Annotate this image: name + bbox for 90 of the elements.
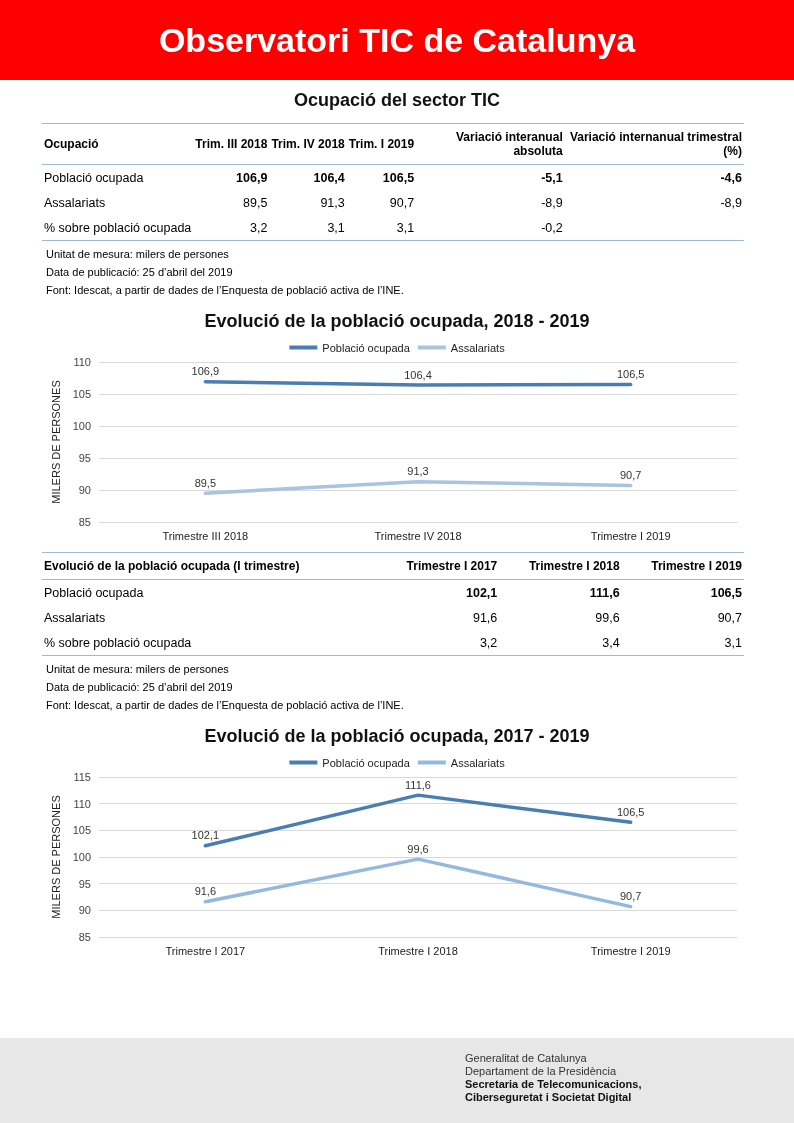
data-label: 91,6 (194, 885, 217, 898)
y-tick-label: 115 (73, 771, 91, 783)
category-label: Ocupació (42, 123, 194, 165)
legend-label: Població ocupada (322, 756, 411, 769)
legend-label: Assalariats (450, 341, 506, 354)
y-tick-label: 110 (73, 797, 91, 810)
text: -0,2 (541, 220, 563, 235)
x-tick-label: Trimestre III 2018 (162, 529, 249, 542)
y-tick-label: 105 (72, 824, 91, 837)
text: 3,1 (327, 220, 345, 235)
y-tick-label: 105 (72, 388, 91, 400)
text: 3,2 (249, 220, 268, 235)
y-axis-title: MILERS DE PERSONES (50, 795, 63, 919)
data-label: 106,5 (616, 367, 645, 380)
data-label: 91,3 (407, 465, 429, 478)
category-label: % sobre població ocupada (44, 220, 192, 235)
text: 102,1 (466, 585, 498, 600)
text: 106,4 (313, 170, 345, 185)
text: -4,6 (720, 170, 742, 185)
y-tick-label: 110 (73, 356, 91, 368)
y-tick-label: 85 (78, 931, 91, 943)
y-tick-label: 90 (78, 904, 91, 917)
text: 3,4 (602, 635, 620, 650)
y-tick-label: 85 (78, 516, 91, 528)
legend-label: Població ocupada (322, 341, 411, 354)
x-tick-label: Trimestre I 2019 (590, 529, 671, 542)
text: -5,1 (541, 170, 563, 185)
category-label: Assalariats (44, 610, 106, 625)
data-label: 99,6 (407, 842, 429, 855)
text: 91,6 (472, 610, 498, 625)
category-label: Població ocupada (44, 170, 144, 185)
category-label: % sobre població ocupada (44, 635, 192, 650)
data-label: 106,9 (191, 365, 220, 378)
legend-label: Assalariats (450, 756, 506, 769)
text: Unitat de mesura: milers de persones (46, 247, 230, 262)
category-label: Variació internanual trimestral (%) (564, 123, 744, 165)
x-tick-label: Trimestre I 2018 (378, 944, 458, 957)
category-label: Trimestre I 2019 (621, 552, 744, 580)
data-label: 111,6 (405, 778, 431, 791)
text: 106,5 (710, 585, 742, 600)
text: 90,7 (717, 610, 742, 625)
text: Font: Idescat, a partir de dades de l’Enquesta de població activa de l’INE. (46, 698, 405, 713)
data-label: 106,4 (404, 368, 432, 381)
x-tick-label: Trimestre I 2017 (165, 944, 246, 957)
text: Ciberseguretat i Societat Digital (465, 1091, 633, 1104)
category-label: Trim. IV 2018 (269, 123, 347, 165)
text: Ocupació del sector TIC (292, 90, 502, 111)
text: Generalitat de Catalunya (465, 1052, 588, 1065)
x-tick-label: Trimestre IV 2018 (374, 529, 462, 542)
data-label: 89,5 (194, 476, 217, 489)
y-tick-label: 95 (78, 877, 91, 890)
category-label: Evolució de la població ocupada (I trimestre) (42, 552, 377, 580)
text: 91,3 (320, 195, 345, 210)
y-axis-title: MILERS DE PERSONES (50, 380, 63, 504)
data-label: 102,1 (191, 829, 220, 842)
data-label: 90,7 (619, 890, 642, 903)
data-label: 106,5 (616, 805, 645, 818)
category-label: Trim. III 2018 (193, 123, 270, 165)
text: Departament de la Presidència (465, 1065, 618, 1078)
text: 99,6 (595, 610, 620, 625)
y-tick-label: 95 (78, 452, 91, 464)
category-label: Trimestre I 2017 (376, 552, 500, 580)
text: 89,5 (243, 195, 268, 210)
y-tick-label: 100 (72, 851, 91, 863)
chart-title: Evolució de la població ocupada, 2018 - 2019 (204, 311, 590, 331)
text: Observatori TIC de Catalunya (0, 0, 794, 80)
chart-title: Evolució de la població ocupada, 2017 - 2019 (204, 726, 590, 746)
text: 90,7 (389, 195, 415, 210)
category-label: Trimestre I 2018 (499, 552, 622, 580)
data-label: 90,7 (619, 469, 642, 482)
category-label: Variació interanual absoluta (416, 123, 565, 165)
category-label: Assalariats (44, 195, 106, 210)
text: Unitat de mesura: milers de persones (46, 662, 230, 677)
y-tick-label: 100 (72, 420, 91, 432)
category-label: Trim. I 2019 (346, 123, 417, 165)
y-tick-label: 90 (78, 484, 91, 496)
text: 106,5 (382, 170, 415, 185)
text: 3,1 (396, 220, 415, 235)
text: -8,9 (541, 195, 563, 210)
x-tick-label: Trimestre I 2019 (590, 944, 671, 957)
text: Data de publicació: 25 d’abril del 2019 (46, 680, 234, 695)
text: 106,9 (236, 170, 268, 185)
text: Secretaria de Telecomunicacions, (465, 1078, 642, 1091)
text: 3,2 (479, 635, 498, 650)
text: -8,9 (720, 195, 742, 210)
category-label: Població ocupada (44, 585, 144, 600)
text: Font: Idescat, a partir de dades de l’Enquesta de població activa de l’INE. (46, 283, 405, 298)
text: 3,1 (724, 635, 742, 650)
text: 111,6 (589, 585, 620, 600)
text: Data de publicació: 25 d’abril del 2019 (46, 265, 234, 280)
